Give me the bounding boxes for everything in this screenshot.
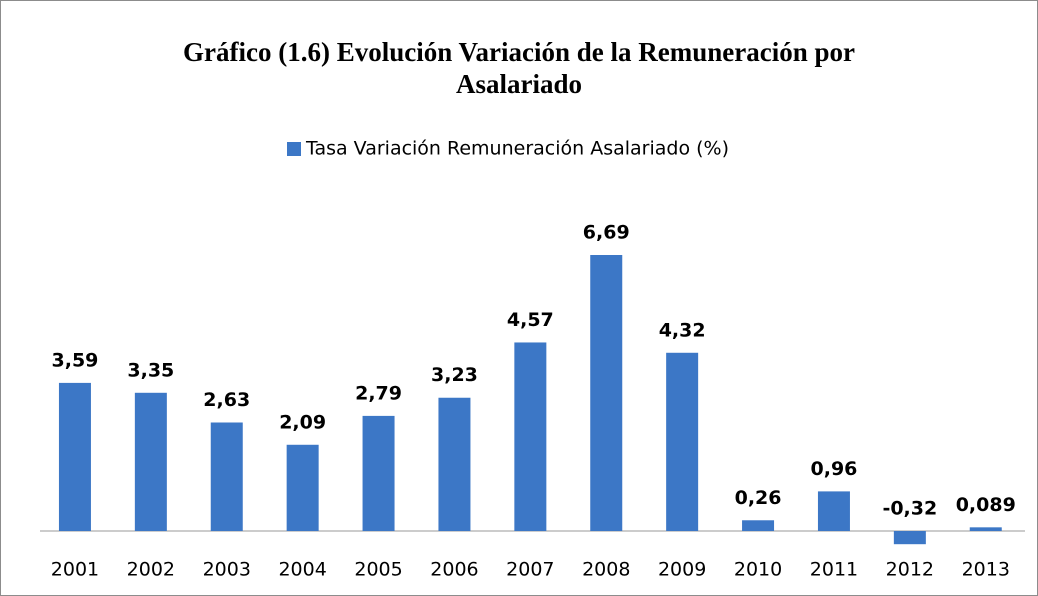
bar bbox=[438, 397, 471, 531]
data-label: 4,57 bbox=[507, 309, 554, 331]
data-label: 6,69 bbox=[583, 222, 630, 244]
data-label: -0,32 bbox=[882, 498, 937, 520]
x-tick-label: 2013 bbox=[962, 559, 1010, 581]
bar bbox=[362, 415, 395, 531]
bar bbox=[590, 255, 623, 531]
x-tick-label: 2006 bbox=[430, 559, 478, 581]
data-label: 3,59 bbox=[52, 349, 99, 371]
data-label: 0,96 bbox=[811, 458, 858, 480]
x-tick-label: 2004 bbox=[278, 559, 326, 581]
x-tick-label: 2008 bbox=[582, 559, 630, 581]
x-tick-label: 2003 bbox=[203, 559, 251, 581]
data-label: 4,32 bbox=[659, 319, 706, 341]
x-tick-label: 2011 bbox=[810, 559, 858, 581]
data-label: 2,79 bbox=[355, 382, 402, 404]
data-label: 2,09 bbox=[279, 411, 326, 433]
x-tick-label: 2005 bbox=[354, 559, 402, 581]
bar bbox=[969, 527, 1002, 531]
data-label: 0,26 bbox=[735, 487, 782, 509]
x-tick-label: 2012 bbox=[886, 559, 934, 581]
bar bbox=[666, 352, 699, 531]
bar bbox=[893, 531, 926, 545]
x-tick-label: 2009 bbox=[658, 559, 706, 581]
x-tick-label: 2001 bbox=[51, 559, 99, 581]
x-tick-label: 2007 bbox=[506, 559, 554, 581]
legend-swatch bbox=[287, 142, 301, 156]
bar bbox=[817, 491, 850, 531]
bar bbox=[58, 382, 91, 531]
chart-title: Gráfico (1.6) Evolución Variación de la … bbox=[183, 37, 855, 99]
bar bbox=[210, 422, 243, 531]
bar bbox=[286, 444, 319, 531]
x-tick-label: 2002 bbox=[127, 559, 175, 581]
data-label: 3,35 bbox=[127, 359, 174, 381]
data-label: 3,23 bbox=[431, 364, 478, 386]
data-label: 2,63 bbox=[203, 389, 250, 411]
bar bbox=[134, 392, 167, 531]
legend-label: Tasa Variación Remuneración Asalariado (… bbox=[305, 138, 729, 160]
bar bbox=[742, 520, 775, 531]
data-label: 0,089 bbox=[956, 494, 1016, 516]
x-tick-label: 2010 bbox=[734, 559, 782, 581]
bar bbox=[514, 342, 547, 531]
